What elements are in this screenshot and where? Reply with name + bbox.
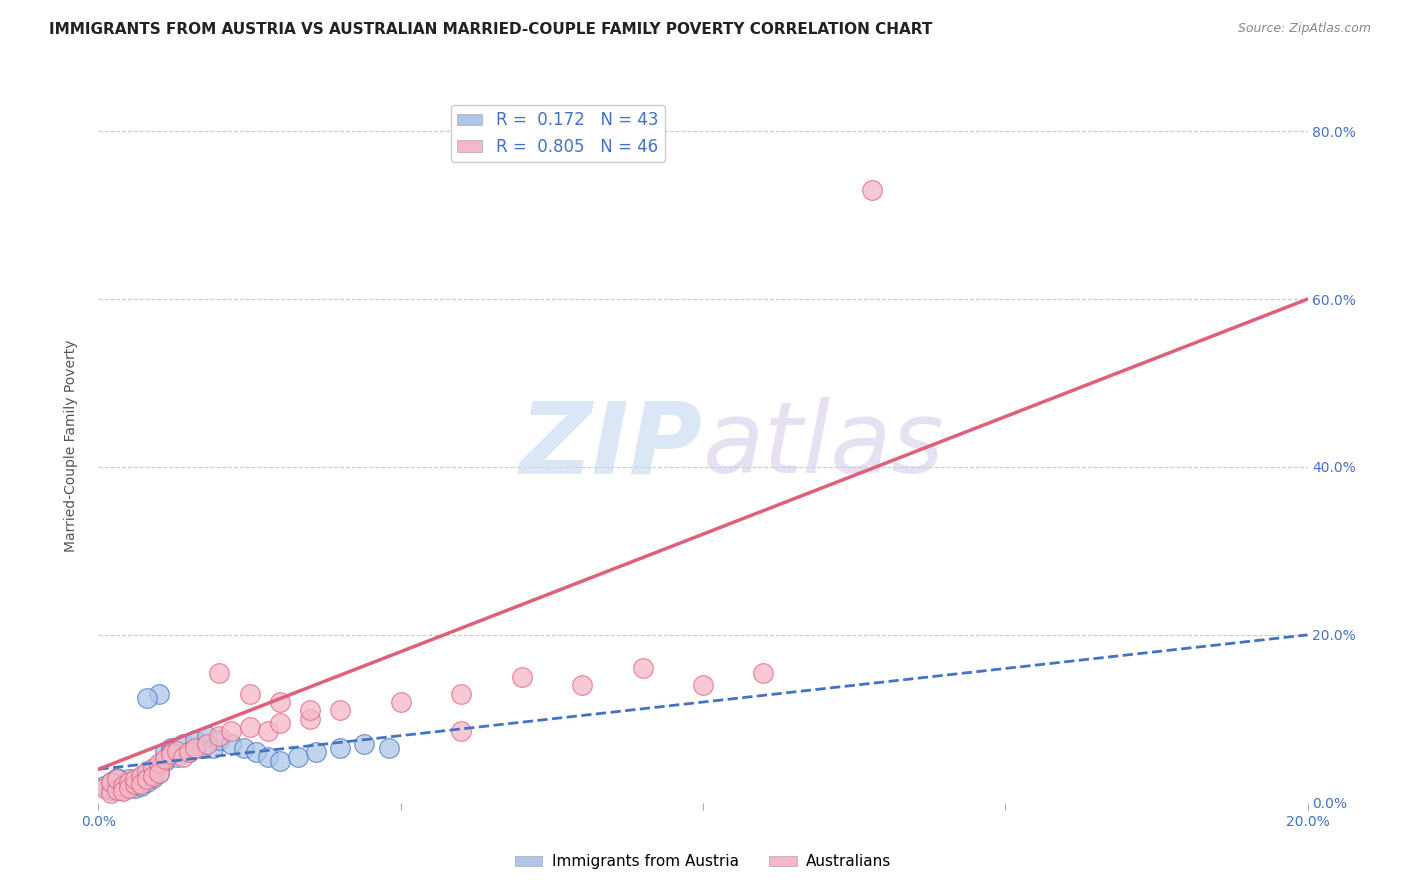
Point: [160, 747, 183, 761]
Point: [160, 746, 183, 760]
Point: [692, 678, 714, 692]
Point: [129, 769, 152, 783]
Point: [124, 777, 146, 791]
Point: [450, 724, 472, 739]
Point: [111, 784, 134, 798]
Point: [353, 737, 375, 751]
Point: [172, 749, 194, 764]
Point: [221, 724, 243, 739]
Point: [148, 758, 170, 772]
Point: [299, 703, 322, 717]
Legend: R =  0.172   N = 43, R =  0.805   N = 46: R = 0.172 N = 43, R = 0.805 N = 46: [451, 104, 665, 162]
Point: [148, 766, 170, 780]
Point: [269, 716, 291, 731]
Point: [100, 783, 122, 797]
Point: [135, 774, 157, 789]
Point: [239, 720, 262, 734]
Point: [148, 756, 170, 770]
Point: [329, 703, 352, 717]
Point: [135, 690, 157, 705]
Point: [245, 746, 267, 760]
Point: [148, 687, 170, 701]
Point: [221, 737, 243, 751]
Point: [195, 737, 218, 751]
Point: [166, 744, 188, 758]
Point: [232, 741, 254, 756]
Point: [100, 774, 122, 789]
Point: [111, 779, 134, 793]
Point: [105, 780, 128, 795]
Text: ZIP: ZIP: [520, 398, 703, 494]
Point: [124, 780, 146, 795]
Point: [135, 764, 157, 778]
Point: [329, 741, 352, 756]
Point: [129, 771, 152, 785]
Point: [105, 783, 128, 797]
Point: [202, 741, 225, 756]
Point: [105, 772, 128, 787]
Point: [450, 687, 472, 701]
Point: [287, 749, 309, 764]
Text: IMMIGRANTS FROM AUSTRIA VS AUSTRALIAN MARRIED-COUPLE FAMILY POVERTY CORRELATION : IMMIGRANTS FROM AUSTRIA VS AUSTRALIAN MA…: [49, 22, 932, 37]
Point: [299, 712, 322, 726]
Point: [148, 766, 170, 780]
Point: [179, 746, 201, 760]
Point: [305, 746, 328, 760]
Point: [377, 741, 399, 756]
Point: [135, 772, 157, 787]
Text: Source: ZipAtlas.com: Source: ZipAtlas.com: [1237, 22, 1371, 36]
Point: [100, 786, 122, 800]
Point: [124, 774, 146, 789]
Point: [142, 762, 165, 776]
Point: [195, 729, 218, 743]
Point: [752, 665, 775, 680]
Point: [153, 752, 176, 766]
Point: [239, 687, 262, 701]
Point: [510, 670, 533, 684]
Point: [269, 695, 291, 709]
Y-axis label: Married-Couple Family Poverty: Married-Couple Family Poverty: [63, 340, 77, 552]
Point: [100, 774, 122, 789]
Point: [118, 774, 141, 789]
Point: [93, 779, 115, 793]
Point: [571, 678, 593, 692]
Point: [389, 695, 412, 709]
Point: [860, 183, 883, 197]
Point: [142, 760, 165, 774]
Point: [184, 732, 207, 747]
Point: [111, 783, 134, 797]
Point: [93, 780, 115, 795]
Point: [256, 749, 278, 764]
Point: [256, 724, 278, 739]
Point: [129, 777, 152, 791]
Point: [105, 771, 128, 785]
Point: [172, 737, 194, 751]
Point: [166, 749, 188, 764]
Point: [142, 769, 165, 783]
Point: [208, 729, 231, 743]
Point: [160, 741, 183, 756]
Point: [190, 741, 212, 756]
Point: [124, 772, 146, 787]
Point: [142, 771, 165, 785]
Text: atlas: atlas: [703, 398, 945, 494]
Point: [129, 779, 152, 793]
Point: [208, 732, 231, 747]
Point: [208, 665, 231, 680]
Legend: Immigrants from Austria, Australians: Immigrants from Austria, Australians: [509, 848, 897, 875]
Point: [179, 746, 201, 760]
Point: [153, 754, 176, 768]
Point: [135, 766, 157, 780]
Point: [118, 780, 141, 795]
Point: [118, 772, 141, 787]
Point: [118, 779, 141, 793]
Point: [153, 746, 176, 760]
Point: [111, 777, 134, 791]
Point: [269, 754, 291, 768]
Point: [631, 661, 654, 675]
Point: [184, 741, 207, 756]
